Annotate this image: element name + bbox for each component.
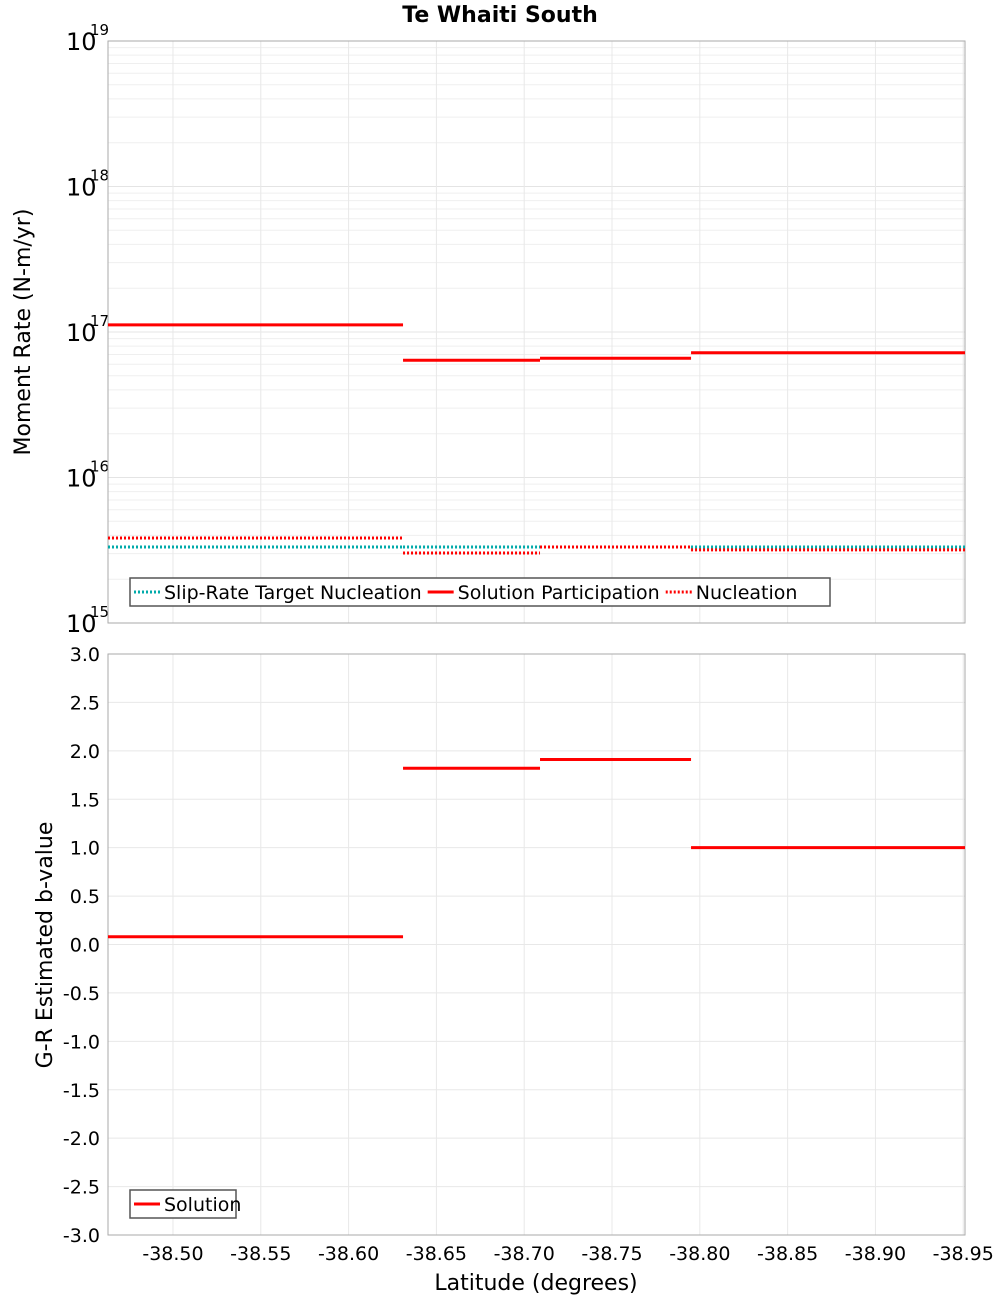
legend-label: Nucleation xyxy=(696,582,798,604)
x-tick-label: -38.90 xyxy=(845,1243,906,1265)
y-tick-label: 0.0 xyxy=(70,935,100,957)
chart-title: Te Whaiti South xyxy=(402,3,598,28)
y-tick-exponent: 15 xyxy=(90,603,109,621)
y-tick-exponent: 16 xyxy=(90,458,109,476)
x-tick-label: -38.75 xyxy=(581,1243,642,1265)
bottom-ylabel: G-R Estimated b-value xyxy=(33,822,58,1069)
x-tick-label: -38.80 xyxy=(669,1243,730,1265)
x-tick-label: -38.50 xyxy=(142,1243,203,1265)
x-tick-label: -38.85 xyxy=(757,1243,818,1265)
legend-box xyxy=(129,1189,237,1219)
y-tick-exponent: 17 xyxy=(90,312,109,330)
y-tick-label: 10 xyxy=(66,319,97,347)
xlabel: Latitude (degrees) xyxy=(434,1271,637,1296)
x-tick-label: -38.60 xyxy=(318,1243,379,1265)
top-ylabel: Moment Rate (N-m/yr) xyxy=(11,209,36,456)
legend-label: Solution Participation xyxy=(458,582,660,604)
y-tick-label: -2.5 xyxy=(63,1177,100,1199)
top-plot-frame xyxy=(107,40,966,624)
y-tick-label: 10 xyxy=(66,174,97,202)
bottom-plot-frame xyxy=(107,653,966,1236)
y-tick-exponent: 19 xyxy=(90,21,109,39)
legend-box xyxy=(129,577,831,607)
x-tick-label: -38.95 xyxy=(933,1243,994,1265)
y-tick-label: 10 xyxy=(66,610,97,638)
y-tick-label: 10 xyxy=(66,28,97,56)
x-tick-label: -38.55 xyxy=(230,1243,291,1265)
x-tick-label: -38.70 xyxy=(494,1243,555,1265)
legend-label: Solution xyxy=(164,1194,241,1216)
y-tick-label: 2.0 xyxy=(70,741,100,763)
x-tick-label: -38.65 xyxy=(406,1243,467,1265)
y-tick-label: 2.5 xyxy=(70,692,100,714)
y-tick-label: -2.0 xyxy=(63,1128,100,1150)
legend-label: Slip-Rate Target Nucleation xyxy=(164,582,422,604)
y-tick-label: -0.5 xyxy=(63,983,100,1005)
y-tick-exponent: 18 xyxy=(90,167,109,185)
y-tick-label: -3.0 xyxy=(63,1225,100,1247)
y-tick-label: 1.5 xyxy=(70,789,100,811)
y-tick-label: 10 xyxy=(66,465,97,493)
y-tick-label: -1.0 xyxy=(63,1031,100,1053)
y-tick-label: -1.5 xyxy=(63,1080,100,1102)
y-tick-label: 1.0 xyxy=(70,838,100,860)
y-tick-label: 3.0 xyxy=(70,644,100,666)
y-tick-label: 0.5 xyxy=(70,886,100,908)
